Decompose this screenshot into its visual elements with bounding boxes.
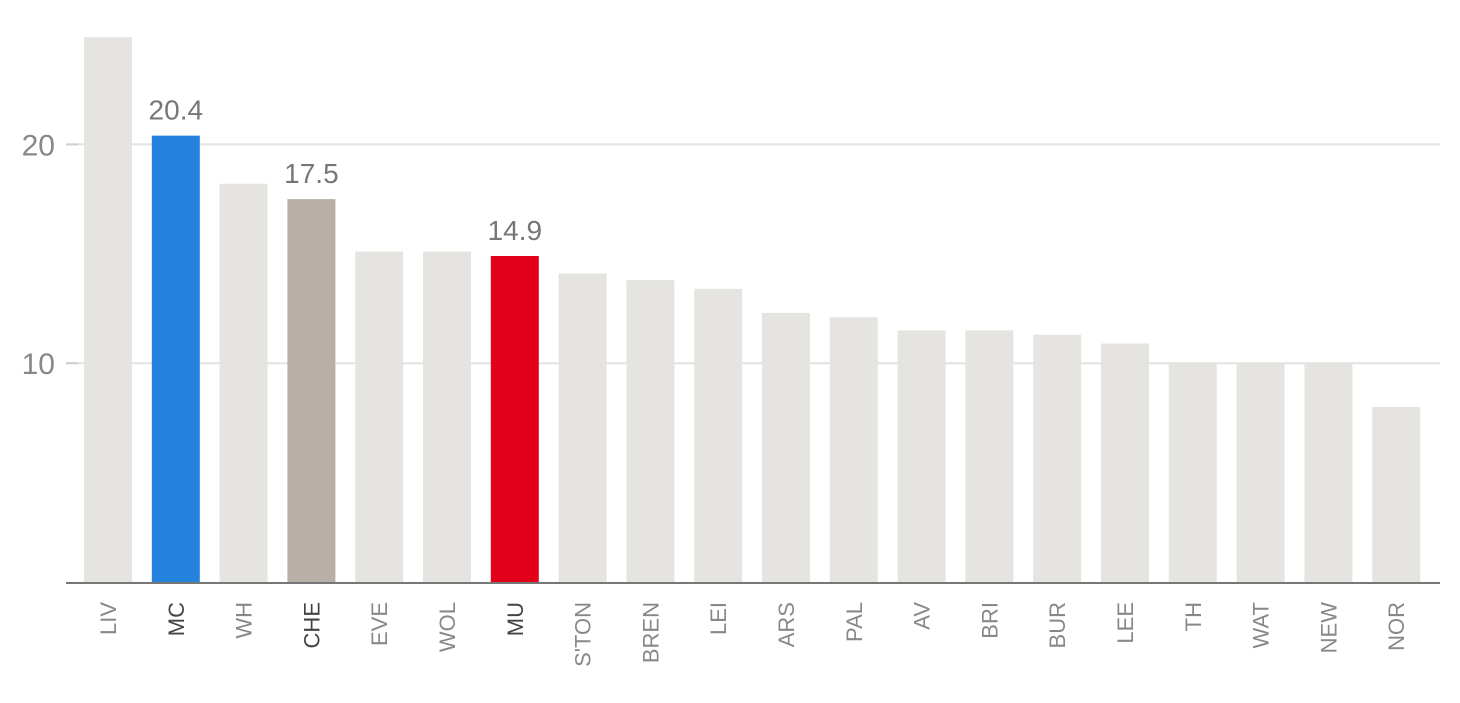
bar-ars: [762, 312, 810, 582]
x-tick-label: WH: [232, 602, 257, 639]
x-tick-label: TH: [1181, 602, 1206, 631]
bar-bren: [626, 280, 675, 582]
x-tick-label: BUR: [1045, 602, 1070, 648]
data-label: 17.5: [284, 158, 339, 189]
x-tick-label: PAL: [842, 602, 867, 642]
x-tick-label: WOL: [435, 602, 460, 652]
x-tick-label: NEW: [1316, 602, 1341, 654]
bar-che: [287, 199, 336, 582]
x-tick-label: NOR: [1384, 602, 1409, 651]
y-tick-label: 20: [22, 129, 55, 162]
x-tick-label: CHE: [299, 602, 324, 648]
bar-th: [1168, 363, 1217, 582]
bar-nor: [1372, 406, 1421, 582]
x-tick-label: BREN: [638, 602, 663, 663]
x-tick-label: WAT: [1249, 602, 1274, 648]
x-tick-label: BRI: [977, 602, 1002, 639]
y-tick-label: 10: [22, 348, 55, 381]
data-label: 14.9: [488, 215, 543, 246]
data-label: 20.4: [149, 95, 204, 126]
x-tick-label: AV: [910, 602, 935, 630]
bar-bri: [965, 330, 1014, 582]
bar-ston: [558, 273, 607, 582]
bar-liv: [84, 37, 132, 583]
bar-mu: [490, 255, 539, 582]
x-tick-label: MU: [503, 602, 528, 636]
bar-bur: [1033, 334, 1082, 582]
x-tick-label: LEE: [1113, 602, 1138, 644]
bar-wol: [423, 251, 471, 582]
bar-wh: [219, 183, 268, 582]
x-tick-label: LIV: [96, 602, 121, 635]
x-tick-label: EVE: [367, 602, 392, 646]
x-tick-label: MC: [164, 602, 189, 636]
gridlines: [66, 143, 1440, 365]
bar-av: [897, 330, 946, 582]
bars: [84, 37, 1421, 583]
labels: 10 20 LIV 20.4 MC WH 17.5 CHE EVE WOL 14.9 MU S'TON B…: [22, 95, 1410, 667]
bar-pal: [829, 317, 878, 582]
bar-wat: [1236, 363, 1285, 582]
x-tick-label: LEI: [706, 602, 731, 635]
bar-mc: [151, 135, 200, 582]
bar-new: [1304, 363, 1353, 582]
x-tick-label: S'TON: [571, 602, 596, 667]
x-tick-label: ARS: [774, 602, 799, 647]
bar-eve: [355, 251, 404, 582]
bar-lei: [694, 288, 743, 582]
bar-lee: [1101, 343, 1149, 582]
